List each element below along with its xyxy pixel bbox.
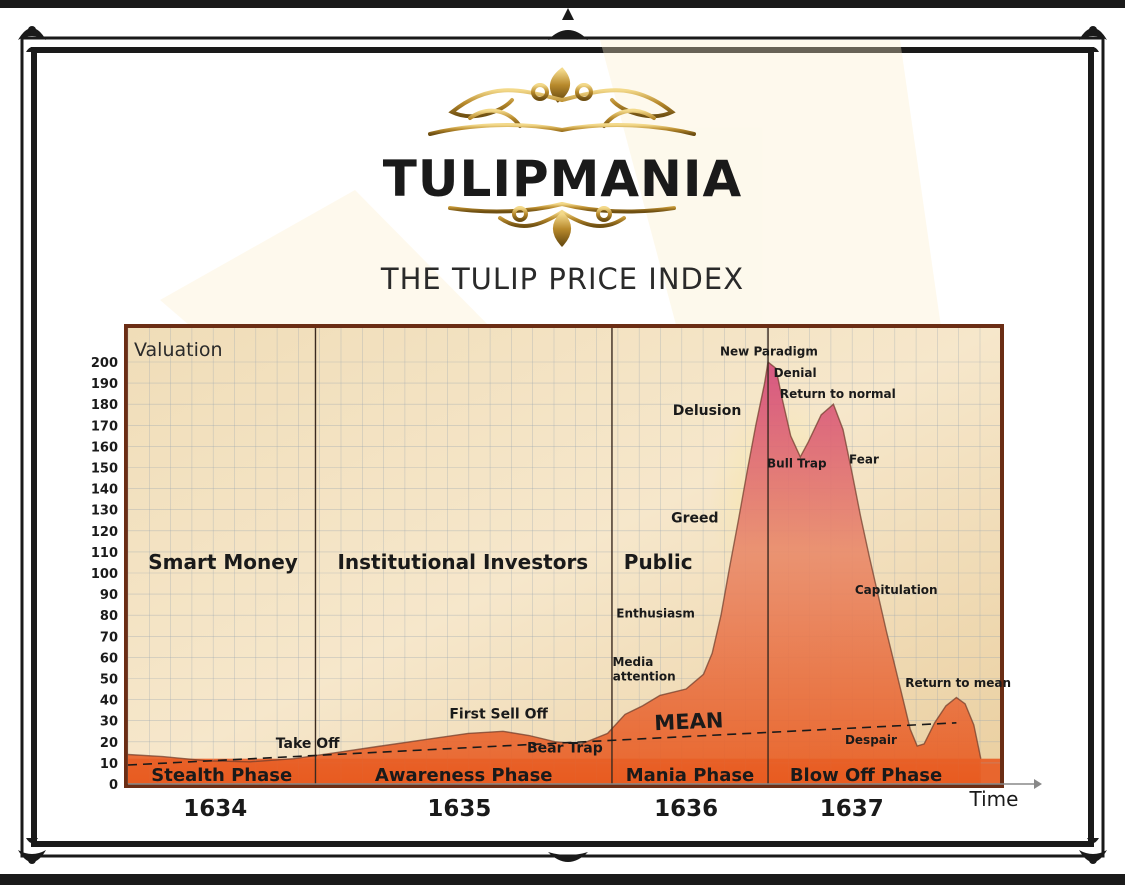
annotation-label: Media	[612, 655, 653, 669]
y-tick-label: 160	[91, 440, 118, 455]
page-title: TULIPMANIA	[382, 150, 743, 208]
y-tick-label: 50	[100, 673, 118, 688]
y-tick-label: 60	[100, 651, 118, 666]
year-label: 1634	[183, 796, 247, 822]
participant-label: Institutional Investors	[337, 550, 588, 574]
annotation-label: New Paradigm	[720, 345, 818, 359]
y-tick-label: 10	[100, 757, 118, 772]
annotation-label: Return to normal	[780, 387, 896, 401]
top-center-ornament-icon	[548, 8, 588, 40]
y-tick-label: 70	[100, 630, 118, 645]
inner-border	[31, 47, 1094, 847]
phase-label: Awareness Phase	[375, 765, 553, 786]
y-tick-label: 90	[100, 588, 118, 603]
phase-label: Stealth Phase	[151, 765, 292, 786]
y-tick-label: 140	[91, 483, 118, 498]
x-axis-arrow-icon	[1034, 779, 1042, 789]
corner-fleur-icon-tr	[1079, 26, 1107, 52]
x-axis-label: Time	[969, 787, 1019, 811]
year-label: 1636	[654, 796, 718, 822]
y-tick-label: 130	[91, 504, 118, 519]
y-tick-label: 110	[91, 546, 118, 561]
y-tick-label: 180	[91, 398, 118, 413]
y-tick-label: 20	[100, 736, 118, 751]
y-tick-label: 190	[91, 377, 118, 392]
y-tick-label: 0	[109, 778, 118, 793]
annotation-label: Capitulation	[855, 583, 938, 597]
mean-label: MEAN	[654, 708, 724, 735]
y-tick-label: 120	[91, 525, 118, 540]
annotation-label: Denial	[774, 366, 817, 380]
valuation-line	[127, 360, 982, 763]
y-tick-label: 40	[100, 694, 118, 709]
corner-fleur-icon-br	[1079, 838, 1107, 864]
y-tick-label: 30	[100, 715, 118, 730]
annotation-label: Enthusiasm	[616, 606, 695, 620]
phase-label: Blow Off Phase	[790, 765, 942, 786]
y-tick-label: 170	[91, 419, 118, 434]
annotation-label: Bear Trap	[527, 740, 603, 756]
corner-ornaments	[18, 8, 1107, 864]
annotation-label: Greed	[671, 510, 718, 526]
corner-fleur-icon-tl	[18, 26, 46, 52]
annotation-label: Bull Trap	[767, 457, 827, 471]
annotation-label: Take Off	[276, 736, 340, 752]
y-tick-label: 150	[91, 462, 118, 477]
participant-label: Smart Money	[148, 550, 298, 574]
phase-label: Mania Phase	[626, 765, 755, 786]
annotation-label: First Sell Off	[449, 707, 548, 723]
year-label: 1635	[427, 796, 491, 822]
bottom-center-ornament-icon	[548, 852, 588, 862]
annotation-label: Fear	[849, 452, 879, 466]
y-tick-label: 200	[91, 356, 118, 371]
corner-fleur-icon-bl	[18, 838, 46, 864]
annotation-label: Delusion	[673, 403, 742, 419]
annotation-label: attention	[613, 670, 676, 684]
title-ornament-icon	[428, 67, 696, 248]
y-tick-label: 100	[91, 567, 118, 582]
annotation-label: Return to mean	[905, 676, 1011, 690]
mean-line	[127, 722, 957, 766]
annotation-label: Despair	[845, 733, 897, 747]
chart-subtitle: THE TULIP PRICE INDEX	[380, 262, 745, 296]
participant-label: Public	[624, 550, 693, 574]
year-label: 1637	[820, 796, 884, 822]
y-axis-label: Valuation	[134, 339, 223, 361]
y-tick-label: 80	[100, 609, 118, 624]
